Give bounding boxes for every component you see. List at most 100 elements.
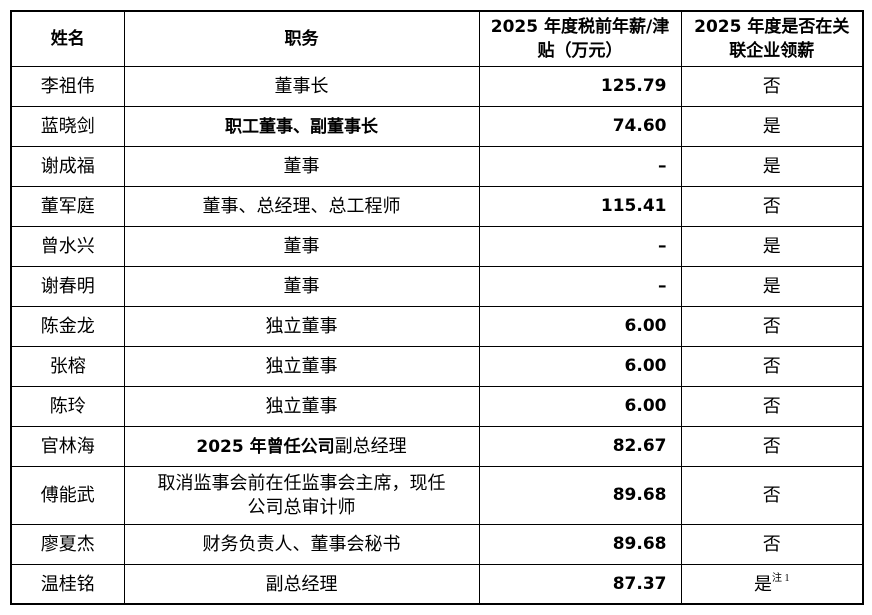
cell-text: 李祖伟	[40, 76, 95, 96]
cell-text: 否	[762, 196, 781, 216]
cell-text: –	[658, 156, 667, 176]
cell-text: 是	[762, 156, 781, 176]
cell-text: 否	[762, 436, 781, 456]
header-cell: 2025 年度税前年薪/津贴（万元）	[478, 10, 682, 67]
header-cell: 姓名	[10, 10, 125, 67]
role-cell: 董事	[123, 265, 480, 307]
footnote-mark: 注 1	[772, 572, 790, 584]
paid-cell: 否	[680, 305, 864, 347]
role-cell: 2025 年曾任公司副总经理	[123, 425, 480, 467]
table-row: 董军庭 董事、总经理、总工程师 115.41 否	[10, 185, 864, 227]
name-cell: 官林海	[10, 425, 125, 467]
salary-cell: 74.60	[478, 105, 682, 147]
cell-text: 廖夏杰	[40, 534, 95, 554]
table-row: 温桂铭 副总经理 87.37 是注 1	[10, 563, 864, 605]
cell-text: 董事	[283, 236, 320, 256]
cell-text: 陈玲	[49, 396, 86, 416]
cell-text: 副总经理	[334, 435, 407, 456]
name-cell: 傅能武	[10, 465, 125, 525]
cell-text: 82.67	[612, 436, 667, 456]
cell-text: 曾水兴	[40, 236, 95, 256]
cell-text: 职工董事、副董事长	[225, 116, 378, 137]
role-cell: 财务负责人、董事会秘书	[123, 523, 480, 565]
salary-cell: –	[478, 145, 682, 187]
salary-cell: 6.00	[478, 385, 682, 427]
cell-text: 125.79	[600, 76, 667, 96]
name-cell: 廖夏杰	[10, 523, 125, 565]
role-cell: 董事	[123, 145, 480, 187]
cell-text: 谢春明	[40, 276, 95, 296]
paid-cell: 否	[680, 425, 864, 467]
table-row: 谢春明 董事 – 是	[10, 265, 864, 307]
cell-text: 87.37	[612, 573, 667, 594]
role-cell: 独立董事	[123, 385, 480, 427]
table-row: 傅能武 取消监事会前在任监事会主席，现任公司总审计师 89.68 否	[10, 465, 864, 525]
cell-text: 6.00	[624, 356, 667, 376]
cell-text: 否	[762, 396, 781, 416]
cell-text: 温桂铭	[40, 573, 95, 594]
salary-cell: 87.37	[478, 563, 682, 605]
cell-text: 74.60	[612, 116, 667, 136]
cell-text: 张榕	[49, 356, 86, 376]
cell-text: 否	[762, 485, 781, 505]
name-cell: 谢成福	[10, 145, 125, 187]
role-cell: 独立董事	[123, 345, 480, 387]
cell-text: –	[658, 236, 667, 256]
salary-cell: 6.00	[478, 305, 682, 347]
header-text: 姓名	[50, 28, 85, 49]
header-text: 2025 年度是否在关联企业领薪	[694, 16, 850, 61]
cell-text: 董事、总经理、总工程师	[202, 196, 401, 216]
cell-text: 否	[762, 76, 781, 96]
name-cell: 陈金龙	[10, 305, 125, 347]
header-text: 职务	[284, 28, 319, 49]
header-cell: 2025 年度是否在关联企业领薪	[680, 10, 864, 67]
cell-text: 独立董事	[265, 396, 338, 416]
role-cell: 董事长	[123, 65, 480, 107]
cell-text: 115.41	[600, 196, 667, 216]
cell-text: 董事	[283, 156, 320, 176]
paid-cell: 是	[680, 145, 864, 187]
paid-cell: 否	[680, 465, 864, 525]
cell-text: 是	[762, 236, 781, 256]
salary-cell: 115.41	[478, 185, 682, 227]
header-row: 姓名 职务 2025 年度税前年薪/津贴（万元） 2025 年度是否在关联企业领薪	[10, 10, 864, 67]
paid-cell: 是注 1	[680, 563, 864, 605]
cell-text: 傅能武	[40, 485, 95, 505]
salary-cell: 89.68	[478, 523, 682, 565]
cell-text: 取消监事会前在任监事会主席，现任公司总审计师	[157, 473, 446, 517]
name-cell: 陈玲	[10, 385, 125, 427]
name-cell: 蓝晓剑	[10, 105, 125, 147]
role-cell: 董事	[123, 225, 480, 267]
header-text: 2025 年度税前年薪/津贴（万元）	[490, 16, 670, 61]
table-row: 张榕 独立董事 6.00 否	[10, 345, 864, 387]
paid-cell: 否	[680, 65, 864, 107]
salary-cell: –	[478, 225, 682, 267]
name-cell: 董军庭	[10, 185, 125, 227]
table-row: 蓝晓剑 职工董事、副董事长 74.60 是	[10, 105, 864, 147]
cell-text: 是	[754, 573, 772, 594]
cell-text: 89.68	[612, 485, 667, 505]
salary-cell: 6.00	[478, 345, 682, 387]
table-row: 官林海 2025 年曾任公司副总经理 82.67 否	[10, 425, 864, 467]
name-cell: 谢春明	[10, 265, 125, 307]
cell-text: 6.00	[624, 316, 667, 336]
paid-cell: 是	[680, 105, 864, 147]
cell-text: 否	[762, 316, 781, 336]
cell-text: 独立董事	[265, 356, 338, 376]
cell-text: 副总经理	[265, 573, 338, 594]
cell-text: 董军庭	[40, 196, 95, 216]
cell-text: 独立董事	[265, 316, 338, 336]
table-row: 曾水兴 董事 – 是	[10, 225, 864, 267]
cell-text: 蓝晓剑	[40, 116, 95, 136]
role-cell: 董事、总经理、总工程师	[123, 185, 480, 227]
cell-text: 陈金龙	[40, 316, 95, 336]
table-row: 李祖伟 董事长 125.79 否	[10, 65, 864, 107]
cell-text: –	[658, 276, 667, 296]
name-cell: 温桂铭	[10, 563, 125, 605]
cell-text: 否	[762, 356, 781, 376]
cell-text: 6.00	[624, 396, 667, 416]
table-row: 陈玲 独立董事 6.00 否	[10, 385, 864, 427]
paid-cell: 否	[680, 185, 864, 227]
name-cell: 张榕	[10, 345, 125, 387]
cell-text: 2025 年曾任公司	[196, 436, 335, 457]
